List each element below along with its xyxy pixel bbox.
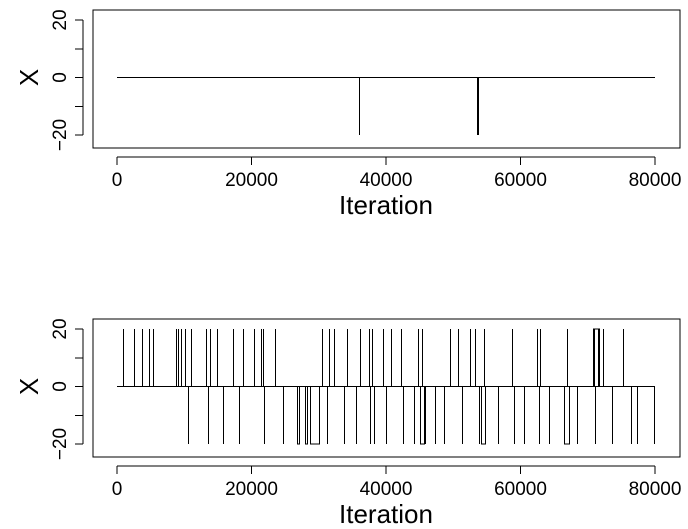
trace-segment (305, 386, 308, 445)
y-tick-label: 20 (50, 318, 71, 339)
y-tick-label: 0 (50, 381, 71, 392)
y-tick-label: 20 (50, 9, 71, 30)
x-tick-label: 60000 (494, 479, 547, 500)
x-tick-label: 80000 (629, 170, 682, 191)
x-tick-label: 0 (112, 479, 123, 500)
trace-segment (564, 386, 570, 445)
x-tick-label: 0 (112, 170, 123, 191)
y-tick-label: −20 (50, 119, 71, 151)
plot-frame (92, 9, 681, 149)
panel-bottom: 0 20000 40000 60000 80000 Iteration −20 0 20 X (14, 318, 681, 529)
x-axis-title: Iteration (339, 499, 433, 529)
trace-segment (481, 386, 486, 445)
x-tick-label: 40000 (360, 479, 413, 500)
x-tick-label: 60000 (494, 170, 547, 191)
trace-segment (420, 386, 425, 445)
y-tick-label: 0 (50, 72, 71, 83)
y-axis-title: X (14, 378, 44, 395)
x-tick-label: 40000 (360, 170, 413, 191)
x-tick-label: 20000 (225, 479, 278, 500)
x-tick-label: 20000 (225, 170, 278, 191)
panel-top: 0 20000 40000 60000 80000 Iteration −20 0 20 X (14, 9, 681, 220)
plot-frame (92, 318, 681, 458)
x-tick-label: 80000 (629, 479, 682, 500)
trace-segment (593, 328, 600, 387)
x-axis-title: Iteration (339, 190, 433, 220)
trace-segment (297, 386, 300, 445)
y-tick-label: −20 (50, 428, 71, 460)
y-axis-title: X (14, 69, 44, 86)
trace-segment (310, 386, 320, 445)
